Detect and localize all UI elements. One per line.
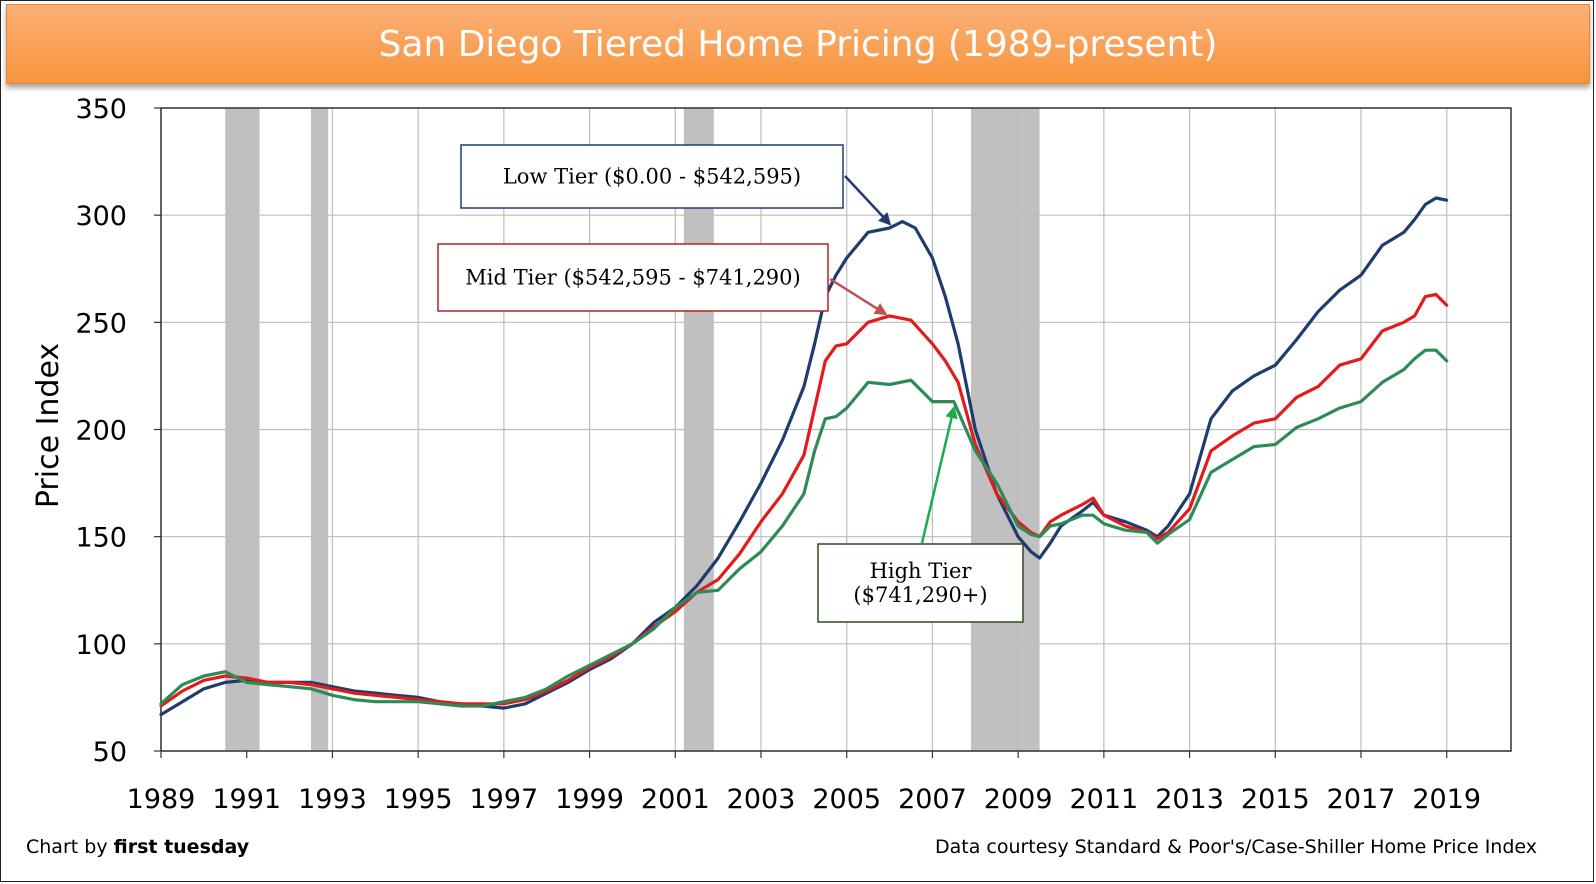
x-tick-label: 2015 bbox=[1241, 784, 1310, 815]
series-line-low-tier bbox=[159, 196, 1449, 717]
annotation-box bbox=[460, 144, 844, 209]
x-tick-label: 1999 bbox=[555, 784, 624, 815]
y-tick-label: 350 bbox=[75, 94, 127, 125]
chart-credit: Chart by first tuesday bbox=[26, 836, 250, 858]
x-tick-label: 2011 bbox=[1069, 784, 1138, 815]
x-tick-label: 1997 bbox=[469, 784, 538, 815]
annotation-box bbox=[437, 243, 829, 312]
y-tick-label: 150 bbox=[75, 523, 127, 554]
x-tick-label: 2019 bbox=[1412, 784, 1481, 815]
x-axis-ticks: 1989 1991 1993 1995 1997 1999 2001 2003 2005 2007… bbox=[127, 751, 1481, 815]
x-tick-label: 1995 bbox=[384, 784, 453, 815]
chart-credit-prefix: Chart by bbox=[26, 836, 114, 858]
annotation-arrow bbox=[844, 175, 892, 226]
annotations: Low Tier ($0.00 - $542,595) Mid Tier ($54… bbox=[437, 144, 1024, 623]
y-tick-label: 50 bbox=[93, 737, 127, 768]
x-tick-label: 2005 bbox=[812, 784, 881, 815]
annotation-label: High Tier bbox=[870, 559, 973, 583]
y-axis-label: Price Index bbox=[31, 343, 66, 508]
x-tick-label: 1993 bbox=[298, 784, 367, 815]
x-tick-label: 2013 bbox=[1155, 784, 1224, 815]
y-tick-label: 100 bbox=[75, 630, 127, 661]
x-tick-label: 2001 bbox=[641, 784, 710, 815]
annotation-label: ($741,290+) bbox=[853, 583, 987, 607]
series-line-high-tier bbox=[159, 348, 1449, 708]
x-tick-label: 2017 bbox=[1327, 784, 1396, 815]
y-tick-label: 250 bbox=[75, 308, 127, 339]
x-tick-label: 1991 bbox=[212, 784, 281, 815]
x-tick-label: 1989 bbox=[127, 784, 196, 815]
chart-credit-name: first tuesday bbox=[114, 836, 250, 858]
x-tick-label: 2007 bbox=[898, 784, 967, 815]
y-tick-label: 200 bbox=[75, 416, 127, 447]
x-tick-label: 2009 bbox=[984, 784, 1053, 815]
annotation-arrow bbox=[920, 405, 958, 544]
x-tick-label: 2003 bbox=[727, 784, 796, 815]
annotation-label: Low Tier ($0.00 - $542,595) bbox=[503, 165, 801, 189]
data-source: Data courtesy Standard & Poor's/Case-Shi… bbox=[935, 836, 1537, 858]
y-axis-ticks: 50 100 150 200 250 300 350 bbox=[75, 94, 161, 768]
title-banner: San Diego Tiered Home Pricing (1989-pres… bbox=[6, 4, 1590, 84]
series-lines bbox=[159, 196, 1449, 717]
y-tick-label: 300 bbox=[75, 201, 127, 232]
annotation-arrow bbox=[829, 277, 888, 316]
annotation-label: Mid Tier ($542,595 - $741,290) bbox=[465, 266, 800, 290]
series-line-mid-tier bbox=[159, 292, 1449, 708]
annotation-box bbox=[817, 543, 1024, 623]
chart-title: San Diego Tiered Home Pricing (1989-pres… bbox=[378, 23, 1218, 65]
